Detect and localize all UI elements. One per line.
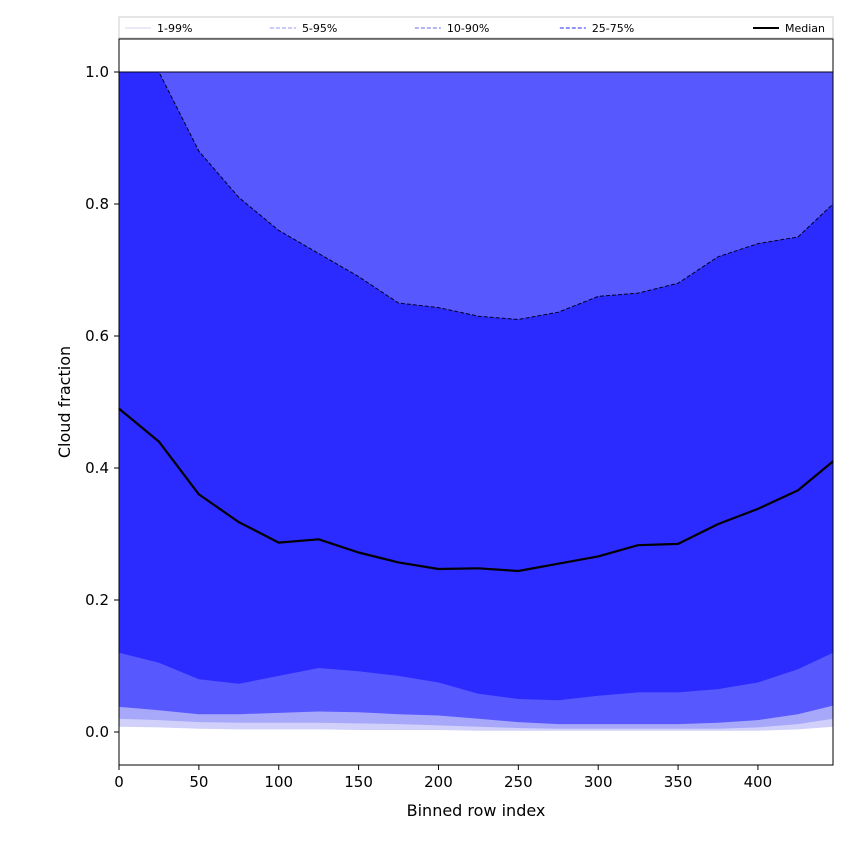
legend-item: Median [753,22,825,35]
x-tick-label: 0 [114,773,124,791]
legend-item: 1-99% [125,22,192,35]
x-axis-label: Binned row index [407,801,546,820]
legend-label: 25-75% [592,22,634,35]
y-tick-label: 0.6 [85,327,109,345]
band-25-75% [119,72,833,701]
x-tick-label: 350 [664,773,693,791]
median-line [118,407,834,573]
plot-frame [118,38,834,766]
legend-box [118,16,834,39]
y-tick-label: 1.0 [85,63,109,81]
median-layer [118,407,834,573]
y-tick-label: 0.8 [85,195,109,213]
x-tick-label: 400 [744,773,773,791]
x-tick-label: 150 [344,773,373,791]
y-tick-label: 0.4 [85,459,109,477]
legend-label: 10-90% [447,22,489,35]
y-axis-label: Cloud fraction [55,346,74,458]
legend: 1-99% 5-95% 10-90% 25-75% Median [118,16,834,39]
x-tick-label: 50 [189,773,208,791]
legend-label: Median [785,22,825,35]
legend-item: 10-90% [414,22,489,35]
legend-item: 25-75% [559,22,634,35]
legend-label: 1-99% [157,22,192,35]
x-tick-label: 300 [584,773,613,791]
legend-label: 5-95% [302,22,337,35]
y-tick-label: 0.0 [85,723,109,741]
band-25-75-upper-edge [119,71,834,321]
bands-layer [119,71,834,731]
legend-item: 5-95% [269,22,337,35]
x-tick-label: 100 [264,773,293,791]
x-tick-label: 200 [424,773,453,791]
y-tick-label: 0.2 [85,591,109,609]
x-tick-label: 250 [504,773,533,791]
y-axis-ticks: 0.0 0.2 0.4 0.6 0.8 1.0 [85,63,119,741]
x-axis-ticks: 0 50 100 150 200 250 300 350 400 [114,765,772,791]
